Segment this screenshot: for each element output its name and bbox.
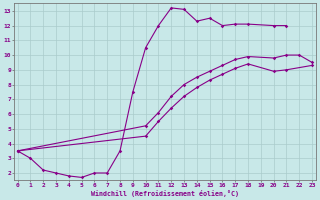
X-axis label: Windchill (Refroidissement éolien,°C): Windchill (Refroidissement éolien,°C) — [91, 190, 239, 197]
